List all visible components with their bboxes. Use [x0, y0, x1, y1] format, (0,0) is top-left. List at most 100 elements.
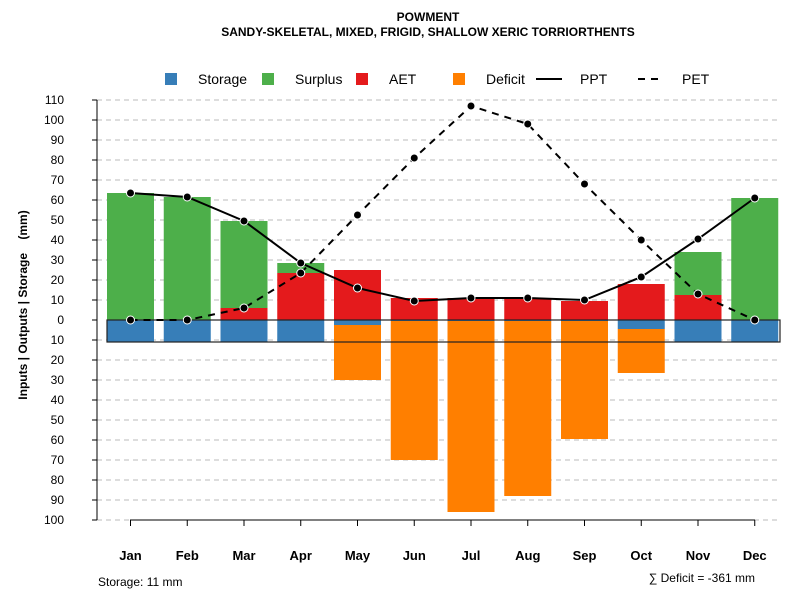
- y-axis-label: Inputs | Outputs | Storage (mm): [16, 210, 30, 399]
- surplus-bar: [107, 193, 154, 320]
- aet-bar: [220, 308, 268, 320]
- y-tick-label: 50: [51, 413, 65, 427]
- chart-subtitle: SANDY-SKELETAL, MIXED, FRIGID, SHALLOW X…: [221, 25, 635, 39]
- x-tick-label: Mar: [232, 548, 255, 563]
- legend-label-ppt: PPT: [580, 71, 608, 87]
- pet-point: [296, 268, 306, 278]
- deficit-bar: [504, 321, 552, 496]
- x-tick-label: Aug: [515, 548, 540, 563]
- storage-bar: [163, 320, 211, 342]
- storage-bar: [107, 320, 154, 342]
- pet-point: [126, 315, 135, 325]
- aet-bar: [617, 284, 665, 320]
- surplus-bar: [674, 252, 722, 295]
- surplus-bar: [277, 263, 325, 273]
- y-tick-label: 60: [51, 193, 65, 207]
- storage-capacity-box: [106, 319, 781, 343]
- x-tick-label: Feb: [176, 548, 199, 563]
- y-tick-label: 10: [51, 333, 65, 347]
- deficit-bar: [561, 321, 608, 439]
- x-tick-label: Apr: [290, 548, 312, 563]
- ppt-point: [126, 188, 135, 198]
- aet-bar: [561, 301, 608, 320]
- ppt-point: [693, 234, 703, 244]
- deficit-bar: [334, 325, 381, 380]
- legend-label-deficit: Deficit: [486, 71, 525, 87]
- ppt-point: [239, 216, 249, 226]
- legend-label-aet: AET: [389, 71, 417, 87]
- x-tick-label: Oct: [630, 548, 652, 563]
- pet-point: [353, 210, 362, 220]
- aet-bar: [504, 298, 552, 320]
- x-tick-label: Jan: [119, 548, 141, 563]
- pet-point: [750, 315, 760, 325]
- x-tick-label: May: [345, 548, 371, 563]
- ppt-point: [523, 293, 533, 303]
- y-tick-label: 60: [51, 433, 65, 447]
- y-tick-label: 30: [51, 373, 65, 387]
- x-tick-label: Jun: [403, 548, 426, 563]
- y-tick-label: 100: [44, 113, 64, 127]
- y-tick-label: 70: [51, 453, 65, 467]
- legend-label-storage: Storage: [198, 71, 247, 87]
- legend-swatch-deficit: [453, 73, 465, 85]
- ppt-point: [636, 272, 646, 282]
- y-tick-label: 80: [51, 153, 65, 167]
- storage-bar: [277, 320, 325, 342]
- y-tick-label: 50: [51, 213, 65, 227]
- x-tick-label: Sep: [573, 548, 597, 563]
- pet-point: [409, 153, 419, 163]
- aet-bar: [334, 270, 381, 320]
- surplus-bar: [731, 198, 779, 320]
- y-tick-label: 100: [44, 513, 64, 527]
- y-tick-label: 20: [51, 353, 65, 367]
- ppt-point: [580, 295, 589, 305]
- deficit-annotation: ∑ Deficit = -361 mm: [649, 571, 755, 585]
- y-tick-label: 40: [51, 233, 65, 247]
- aet-bar: [390, 298, 438, 320]
- pet-point: [182, 315, 192, 325]
- ppt-point: [296, 258, 306, 268]
- aet-bar: [447, 298, 495, 320]
- ppt-line: [130, 192, 756, 303]
- pet-line: [130, 104, 756, 321]
- storage-bar: [731, 320, 779, 342]
- y-tick-label: 80: [51, 473, 65, 487]
- pet-point: [239, 303, 249, 313]
- chart-title: POWMENT: [397, 10, 460, 24]
- ppt-point: [182, 192, 192, 202]
- pet-point: [636, 235, 646, 245]
- x-tick-label: Dec: [743, 548, 767, 563]
- deficit-bar: [447, 321, 495, 512]
- y-tick-label: 20: [51, 273, 65, 287]
- legend-label-surplus: Surplus: [295, 71, 342, 87]
- pet-point: [693, 289, 703, 299]
- ppt-point: [466, 293, 476, 303]
- y-tick-label: 0: [57, 313, 64, 327]
- pet-point: [580, 179, 589, 189]
- surplus-bar: [220, 221, 268, 308]
- y-tick-label: 10: [51, 293, 65, 307]
- ppt-point: [353, 283, 362, 293]
- aet-bar: [674, 295, 722, 320]
- y-tick-label: 90: [51, 493, 65, 507]
- deficit-bar: [617, 329, 665, 373]
- x-tick-label: Nov: [686, 548, 711, 563]
- storage-bar: [674, 320, 722, 342]
- y-tick-label: 30: [51, 253, 65, 267]
- deficit-bar: [390, 321, 438, 460]
- ppt-point: [409, 296, 419, 306]
- legend-label-pet: PET: [682, 71, 710, 87]
- x-tick-label: Jul: [462, 548, 481, 563]
- legend-swatch-surplus: [262, 73, 274, 85]
- y-tick-label: 110: [45, 93, 64, 107]
- pet-point: [466, 101, 476, 111]
- storage-bar: [617, 320, 665, 329]
- pet-point: [523, 119, 533, 129]
- y-tick-label: 90: [51, 133, 65, 147]
- ppt-point: [750, 193, 760, 203]
- storage-bar: [220, 320, 268, 342]
- y-tick-label: 70: [51, 173, 65, 187]
